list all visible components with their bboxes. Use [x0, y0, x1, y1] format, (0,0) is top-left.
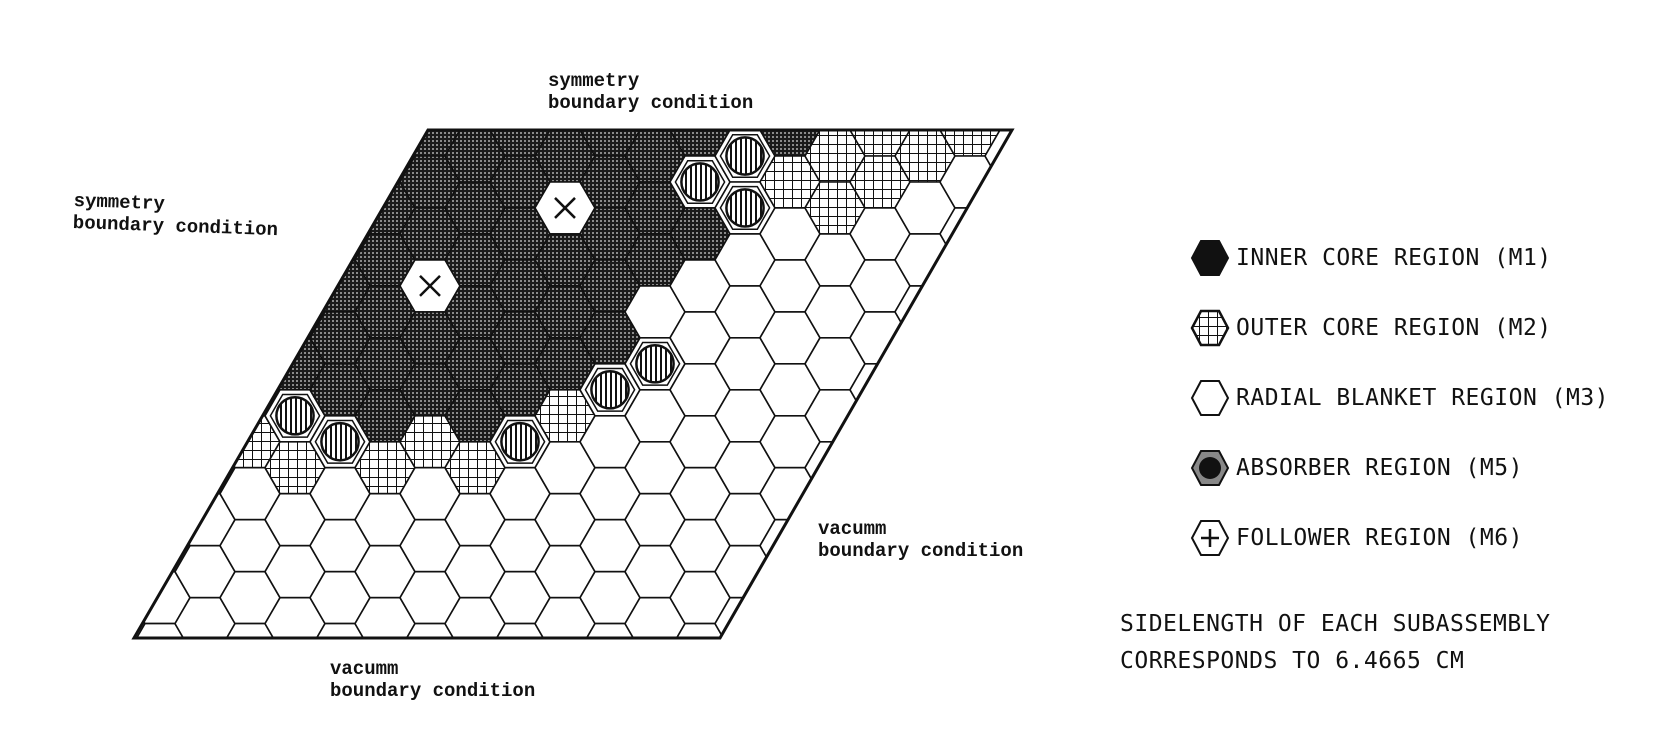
absorber-rod-circle [725, 136, 765, 176]
hexagon-grid [40, 104, 1090, 702]
blanket-hexagon [894, 388, 956, 443]
blanket-hexagon [939, 311, 1001, 365]
sidelength-note-line1: SIDELENGTH OF EACH SUBASSEMBLY [1120, 611, 1551, 637]
blanket-hexagon [984, 181, 1012, 235]
inner-hexagon [444, 130, 506, 131]
legend-item-outer-core: OUTER CORE REGION (M2) [1190, 309, 1650, 347]
ringed-hexagon-icon [1190, 450, 1230, 486]
top-boundary-label: symmetry boundary condition [548, 70, 753, 114]
legend-item-inner-core: INNER CORE REGION (M1) [1190, 240, 1650, 276]
inner-hexagon [174, 388, 236, 443]
blanket-hexagon [849, 466, 911, 521]
crosshatch-hexagon-icon [1190, 309, 1230, 347]
left-boundary-label: symmetry boundary condition [72, 190, 279, 241]
blanket-hexagon [1030, 156, 1090, 208]
sidelength-note-line2: CORRESPONDS TO 6.4665 CM [1120, 648, 1465, 674]
blanket-hexagon [939, 259, 1001, 313]
right-boundary-line1: vacumm [818, 518, 887, 540]
empty-hexagon-icon [1190, 380, 1230, 416]
bottom-boundary-line1: vacumm [330, 658, 399, 680]
blanket-hexagon [535, 650, 595, 702]
absorber-inner-hexagon [719, 185, 771, 230]
follower-cross-mark [554, 197, 576, 219]
legend-label-radial-blanket: RADIAL BLANKET REGION (M3) [1236, 385, 1610, 411]
blanket-hexagon [759, 622, 821, 638]
outer-hexagon [984, 130, 1012, 131]
top-boundary-line2: boundary condition [548, 92, 754, 114]
core-rhombus-outline [131, 128, 1015, 640]
absorber-rod-circle [275, 395, 315, 436]
blanket-hexagon [1030, 104, 1090, 156]
legend-label-absorber: ABSORBER REGION (M5) [1236, 455, 1523, 481]
right-boundary-label: vacumm boundary condition [818, 518, 1023, 562]
absorber-inner-hexagon [269, 393, 321, 438]
absorber-rod-circle [680, 162, 720, 202]
plus-hexagon-icon [1190, 520, 1230, 556]
follower-cross-mark [419, 275, 441, 297]
absorber-inner-hexagon [719, 133, 771, 179]
inner-hexagon [219, 311, 281, 365]
blanket-hexagon [984, 233, 1012, 287]
filled-hexagon-icon [1190, 240, 1230, 276]
inner-hexagon [354, 130, 416, 131]
sidelength-note: SIDELENGTH OF EACH SUBASSEMBLY CORRESPON… [1120, 606, 1550, 680]
blanket-hexagon [625, 650, 685, 702]
blanket-hexagon [134, 466, 191, 521]
blanket-hexagon [85, 650, 145, 702]
legend-label-inner-core: INNER CORE REGION (M1) [1236, 245, 1552, 271]
legend-item-radial-blanket: RADIAL BLANKET REGION (M3) [1190, 380, 1650, 416]
outer-hexagon [804, 130, 866, 131]
legend-item-absorber: ABSORBER REGION (M5) [1190, 450, 1650, 486]
blanket-hexagon [894, 336, 956, 391]
blanket-hexagon [849, 414, 911, 469]
absorber-inner-hexagon [629, 341, 681, 386]
absorber-inner-hexagon [314, 419, 366, 464]
blanket-hexagon [40, 624, 100, 676]
blanket-hexagon [134, 544, 146, 599]
legend-item-follower: FOLLOWER REGION (M6) [1190, 520, 1650, 556]
legend: INNER CORE REGION (M1) OUTER CORE REGION… [1190, 240, 1650, 590]
right-boundary-line2: boundary condition [818, 540, 1024, 562]
absorber-inner-hexagon [494, 419, 546, 464]
blanket-hexagon [265, 650, 325, 702]
absorber-rod-circle [320, 421, 360, 462]
outer-hexagon [894, 130, 956, 131]
bottom-boundary-line2: boundary condition [330, 680, 536, 702]
inner-hexagon [309, 155, 371, 209]
absorber-rod-circle [725, 188, 765, 228]
blanket-hexagon [175, 650, 235, 702]
blanket-hexagon [134, 596, 146, 638]
inner-hexagon [264, 233, 326, 287]
absorber-inner-hexagon [584, 367, 636, 412]
absorber-rod-circle [500, 421, 540, 462]
blanket-hexagon [715, 650, 775, 702]
blanket-hexagon [759, 570, 821, 625]
top-boundary-line1: symmetry [548, 70, 640, 92]
bottom-boundary-label: vacumm boundary condition [330, 658, 535, 702]
legend-label-outer-core: OUTER CORE REGION (M2) [1236, 315, 1552, 341]
absorber-inner-hexagon [674, 159, 726, 205]
absorber-rod-circle [590, 369, 630, 410]
legend-label-follower: FOLLOWER REGION (M6) [1236, 525, 1523, 551]
absorber-rod-circle [635, 343, 675, 384]
